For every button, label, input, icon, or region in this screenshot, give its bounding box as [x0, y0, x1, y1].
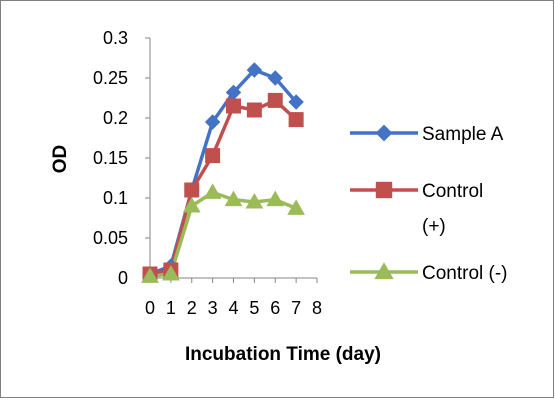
x-tick-label: 8 [312, 298, 322, 318]
axes: 00.050.10.150.20.250.30 1 2 3 4 5 6 7 8 [93, 28, 322, 318]
legend-label-2: Control (-) [422, 263, 508, 284]
data-point-1-2 [184, 182, 200, 198]
y-tick-label: 0.05 [93, 228, 128, 248]
data-point-1-6 [267, 92, 283, 108]
series-markers [141, 62, 305, 283]
x-tick-label: 2 [187, 298, 197, 318]
x-tick-label: 4 [228, 298, 238, 318]
data-point-2-2 [182, 196, 201, 213]
legend-label-line: (+) [422, 216, 446, 237]
data-point-2-6 [266, 190, 285, 207]
y-tick-label: 0.2 [103, 108, 128, 128]
data-point-2-5 [245, 192, 264, 209]
legend-label-line: Control [422, 181, 483, 202]
legend-label-line: Control (-) [422, 263, 508, 284]
y-tick-label: 0 [118, 268, 128, 288]
legend-marker-1 [375, 181, 393, 199]
x-tick-label: 6 [270, 298, 280, 318]
data-point-0-7 [288, 94, 304, 110]
x-tick-label: 7 [291, 298, 301, 318]
data-point-2-3 [203, 183, 222, 199]
x-axis-label: Incubation Time (day) [185, 344, 381, 365]
data-point-2-0 [141, 267, 159, 283]
y-tick-label: 0.15 [93, 148, 128, 168]
legend-marker-2 [374, 262, 394, 280]
x-tick-label: 0 [145, 298, 155, 318]
data-point-2-7 [287, 199, 305, 215]
data-point-1-7 [288, 112, 304, 128]
data-point-1-4 [226, 98, 241, 114]
legend-label-1: Control (+) [422, 181, 483, 237]
legend-label-0: Sample A [422, 124, 504, 145]
x-tick-label: 5 [249, 298, 259, 318]
legend-label-line: Sample A [422, 124, 504, 145]
y-tick-label: 0.25 [93, 68, 128, 88]
data-point-0-6 [267, 70, 283, 86]
y-tick-label: 0.1 [103, 188, 128, 208]
data-point-1-3 [205, 148, 221, 164]
y-axis-label: OD [50, 145, 71, 174]
data-point-1-5 [246, 102, 262, 118]
data-point-0-3 [204, 114, 221, 130]
x-tick-label: 3 [208, 298, 218, 318]
data-point-0-5 [246, 62, 263, 78]
y-tick-label: 0.3 [103, 28, 128, 48]
legend-marker-0 [375, 124, 393, 142]
x-tick-label: 1 [166, 298, 176, 318]
data-point-2-1 [162, 264, 180, 281]
data-point-2-4 [224, 190, 243, 207]
legend: Sample A Control (+) Control (-) [350, 124, 508, 284]
